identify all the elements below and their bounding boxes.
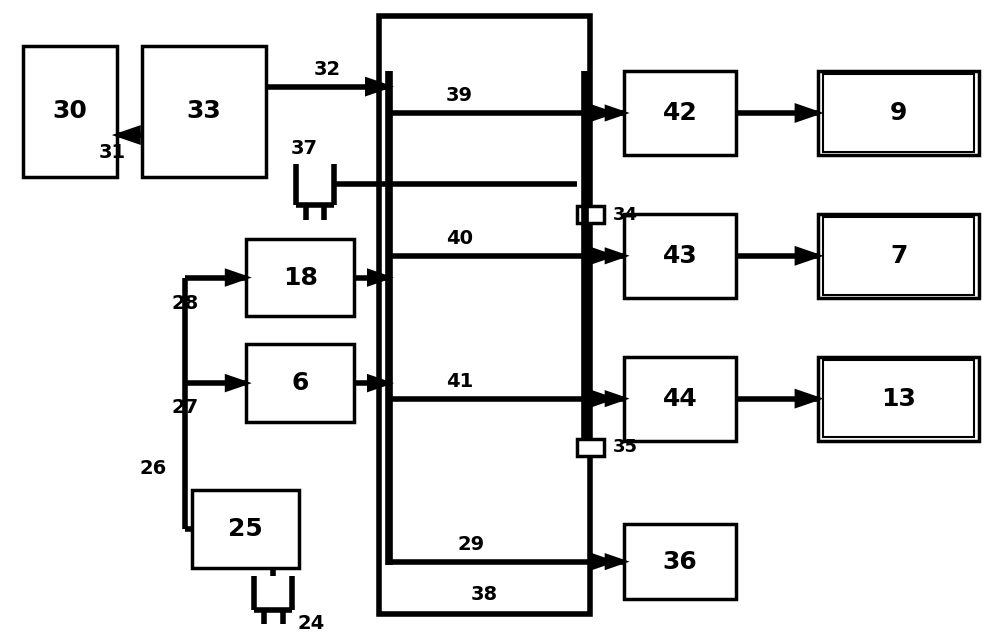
Text: 32: 32 <box>314 60 341 79</box>
Polygon shape <box>796 391 818 406</box>
Bar <box>624 357 736 441</box>
Text: 6: 6 <box>291 371 309 395</box>
Polygon shape <box>593 107 611 119</box>
Text: 18: 18 <box>283 266 318 289</box>
Bar <box>818 71 979 155</box>
Text: 42: 42 <box>663 101 697 125</box>
Text: 7: 7 <box>890 244 907 268</box>
Bar <box>624 524 736 599</box>
Text: 36: 36 <box>663 550 697 574</box>
Text: 33: 33 <box>187 99 222 123</box>
Text: 38: 38 <box>471 585 498 604</box>
Text: 13: 13 <box>881 387 916 411</box>
Bar <box>823 74 974 152</box>
Polygon shape <box>369 377 389 390</box>
Text: 30: 30 <box>52 99 87 123</box>
Text: 39: 39 <box>446 86 473 105</box>
Text: 35: 35 <box>612 438 637 457</box>
Bar <box>379 17 590 614</box>
Polygon shape <box>606 250 624 262</box>
Text: 9: 9 <box>890 101 907 125</box>
Polygon shape <box>367 79 389 94</box>
Bar <box>192 490 299 568</box>
Polygon shape <box>227 377 246 390</box>
Text: 37: 37 <box>291 139 318 158</box>
Polygon shape <box>227 271 246 284</box>
Text: 44: 44 <box>663 387 697 411</box>
Polygon shape <box>606 107 624 119</box>
Text: 28: 28 <box>171 294 198 313</box>
Text: 41: 41 <box>446 372 473 391</box>
Text: 26: 26 <box>140 459 167 478</box>
Bar <box>823 217 974 294</box>
Polygon shape <box>796 248 818 263</box>
Text: 25: 25 <box>228 517 263 541</box>
Bar <box>246 238 354 316</box>
Bar <box>142 46 266 177</box>
Bar <box>577 206 604 223</box>
Polygon shape <box>117 128 139 142</box>
Bar <box>23 46 117 177</box>
Text: 27: 27 <box>171 398 198 417</box>
Text: 24: 24 <box>297 614 324 633</box>
Bar <box>818 357 979 441</box>
Text: 31: 31 <box>99 143 126 162</box>
Text: 34: 34 <box>612 205 637 223</box>
Text: 43: 43 <box>663 244 697 268</box>
Text: 40: 40 <box>446 229 473 248</box>
Polygon shape <box>606 555 624 568</box>
Polygon shape <box>369 271 389 284</box>
Polygon shape <box>593 250 611 262</box>
Bar <box>624 214 736 298</box>
Text: 29: 29 <box>458 535 485 554</box>
Polygon shape <box>606 392 624 404</box>
Bar <box>577 439 604 456</box>
Bar <box>818 214 979 298</box>
Polygon shape <box>796 106 818 120</box>
Bar <box>246 344 354 422</box>
Bar <box>823 360 974 438</box>
Bar <box>624 71 736 155</box>
Polygon shape <box>593 392 611 404</box>
Polygon shape <box>593 555 611 568</box>
